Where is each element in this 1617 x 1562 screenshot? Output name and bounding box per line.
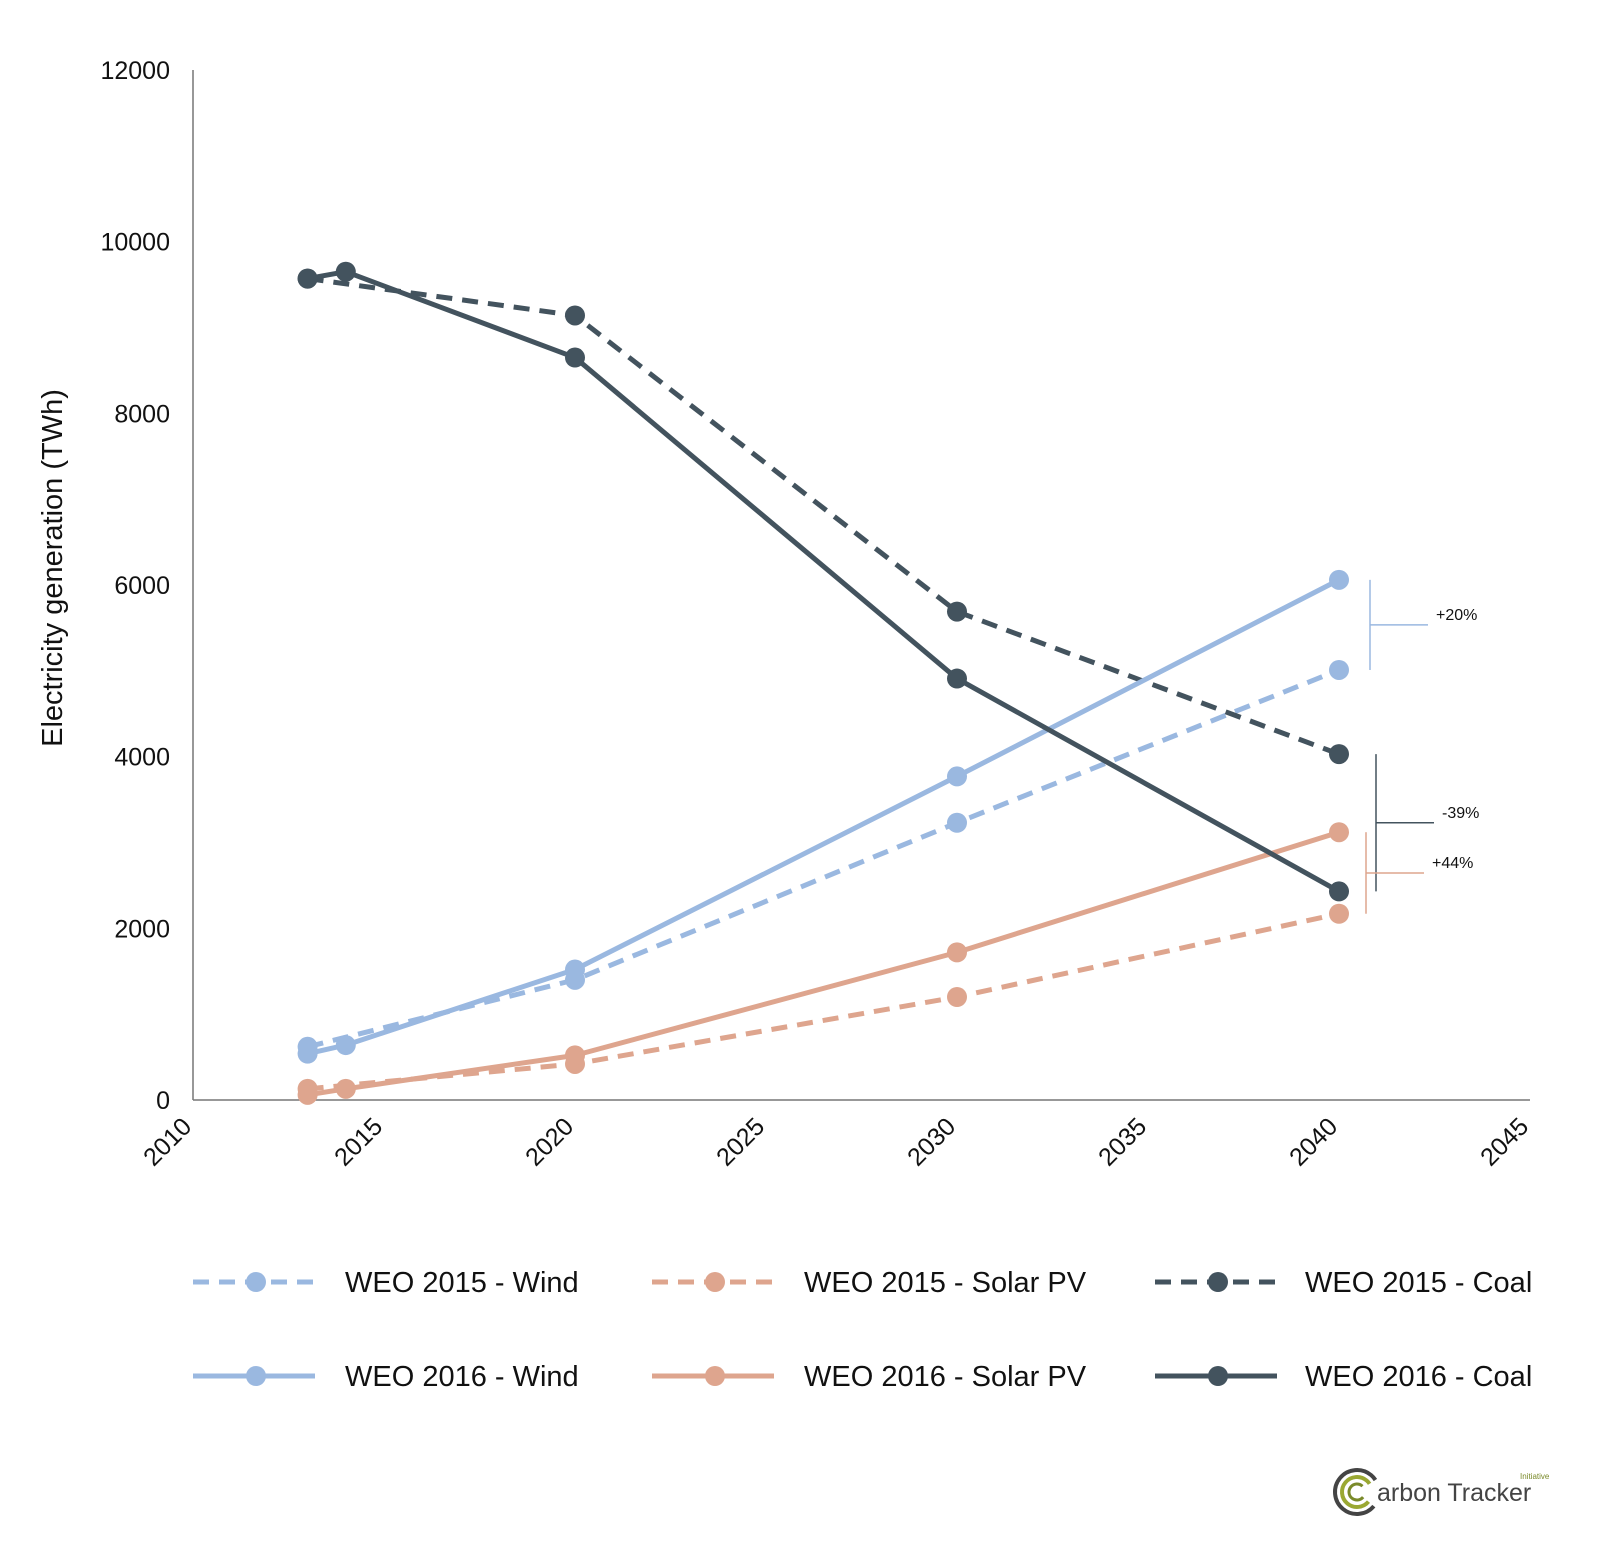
data-point [335, 1035, 356, 1056]
y-ticks: 0 2000 4000 6000 8000 10000 12000 [100, 57, 170, 1115]
logo-text: arbon Tracker [1377, 1479, 1531, 1507]
series-line [307, 276, 1340, 757]
series-5 [297, 261, 1349, 902]
y-tick-label: 2000 [114, 915, 170, 943]
data-point [1329, 881, 1349, 902]
data-point [565, 347, 585, 368]
y-axis-label: Electricity generation (TWh) [37, 389, 69, 747]
data-point [1329, 569, 1349, 590]
legend-item-3: WEO 2016 - Wind [193, 1361, 579, 1393]
legend-item-0: WEO 2015 - Wind [193, 1267, 579, 1299]
data-point [947, 766, 967, 787]
legend-item-1: WEO 2015 - Solar PV [652, 1267, 1087, 1299]
data-point [947, 601, 967, 622]
data-point [297, 1084, 318, 1105]
series-3 [297, 569, 1349, 1064]
x-tick-label: 2040 [1284, 1112, 1343, 1171]
y-tick-label: 10000 [100, 229, 170, 257]
x-tick-label: 2015 [329, 1112, 388, 1171]
legend-label: WEO 2016 - Solar PV [804, 1361, 1087, 1393]
legend-label: WEO 2016 - Coal [1305, 1361, 1532, 1393]
legend-item-4: WEO 2016 - Solar PV [652, 1361, 1087, 1393]
data-point [335, 1078, 356, 1099]
data-point [565, 959, 585, 980]
carbon-tracker-logo: arbon Tracker Initiative [1333, 1468, 1550, 1516]
data-point [1329, 659, 1349, 680]
y-tick-label: 8000 [114, 400, 170, 428]
x-tick-label: 2010 [138, 1112, 197, 1171]
series-line [307, 577, 1341, 1057]
legend-swatch-marker [1208, 1366, 1228, 1386]
series-2 [297, 268, 1349, 765]
data-point [947, 812, 967, 833]
series-4 [297, 822, 1349, 1105]
legend-swatch-marker [705, 1272, 725, 1292]
legend: WEO 2015 - Wind WEO 2015 - Solar PV WEO 20… [193, 1267, 1532, 1393]
x-tick-label: 2030 [902, 1112, 961, 1171]
legend-label: WEO 2015 - Coal [1305, 1267, 1532, 1299]
series-0 [297, 659, 1349, 1057]
annotation-label: +20% [1436, 607, 1477, 624]
data-point [1329, 822, 1349, 843]
x-ticks: 2010 2015 2020 2025 2030 2035 2040 2045 [138, 1112, 1534, 1171]
annotation-label: +44% [1432, 855, 1473, 872]
series-lines [297, 261, 1349, 1105]
data-point [947, 987, 967, 1007]
legend-swatch-marker [705, 1366, 725, 1386]
legend-swatch-marker [246, 1366, 266, 1386]
y-tick-label: 12000 [100, 57, 170, 85]
y-tick-label: 0 [156, 1087, 170, 1115]
logo-initiative: Initiative [1520, 1472, 1550, 1481]
logo-ring-inner [1347, 1482, 1367, 1502]
annotation-2: +44% [1365, 832, 1473, 914]
data-point [565, 305, 585, 326]
data-point [565, 1045, 585, 1066]
x-tick-label: 2020 [520, 1112, 579, 1171]
data-point [335, 261, 356, 282]
x-tick-label: 2035 [1093, 1112, 1152, 1171]
y-tick-label: 4000 [114, 744, 170, 772]
legend-swatch-marker [1208, 1272, 1228, 1292]
legend-swatch-marker [246, 1272, 266, 1292]
series-1 [297, 903, 1349, 1099]
axes [192, 70, 1530, 1101]
annotation-1: -39% [1375, 754, 1479, 892]
legend-label: WEO 2016 - Wind [345, 1361, 579, 1393]
legend-item-5: WEO 2016 - Coal [1155, 1361, 1532, 1393]
x-tick-label: 2025 [711, 1112, 770, 1171]
y-tick-label: 6000 [114, 572, 170, 600]
x-tick-label: 2045 [1475, 1112, 1534, 1171]
annotation-0: +20% [1369, 579, 1477, 670]
data-point [947, 942, 967, 963]
legend-label: WEO 2015 - Wind [345, 1267, 579, 1299]
series-line [307, 829, 1340, 1098]
data-point [297, 1043, 318, 1064]
data-point [947, 668, 967, 689]
series-line [307, 269, 1341, 894]
legend-label: WEO 2015 - Solar PV [804, 1267, 1087, 1299]
annotation-label: -39% [1442, 805, 1479, 822]
data-point [1329, 744, 1349, 765]
series-line [307, 911, 1340, 1092]
legend-item-2: WEO 2015 - Coal [1155, 1267, 1532, 1299]
annotations: +20% -39% +44% [1365, 579, 1479, 914]
data-point [297, 268, 318, 289]
data-point [1329, 903, 1349, 924]
